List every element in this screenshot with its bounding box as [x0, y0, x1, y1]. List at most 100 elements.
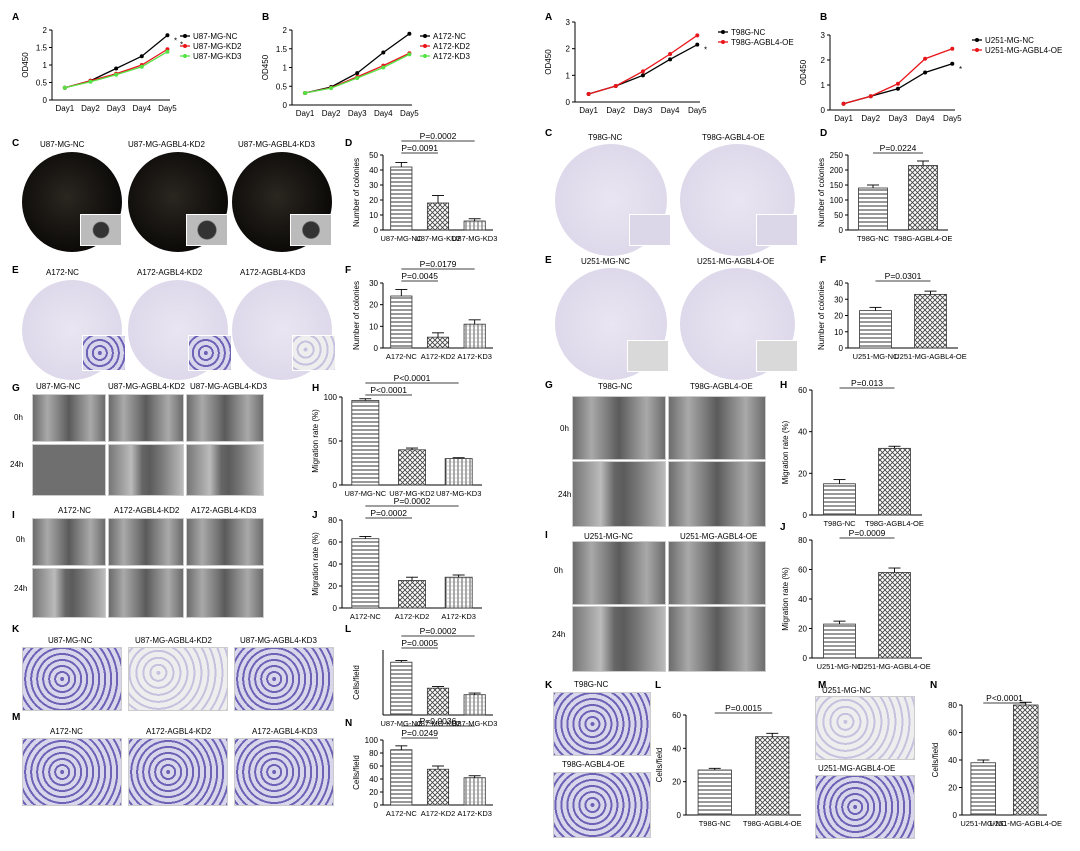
y-tick-label: 60: [798, 386, 807, 395]
x-tick-label: Day3: [348, 109, 367, 118]
x-tick-label: U87-MG-NC: [344, 489, 386, 498]
inset-photo: [627, 340, 669, 372]
scratch-photo: [32, 568, 106, 618]
p-value-label: P=0.0002: [420, 626, 457, 636]
y-tick-label: 60: [798, 566, 807, 575]
transwell-photo: [815, 696, 915, 760]
photo-label: A172-NC: [46, 268, 79, 277]
series-line: [843, 48, 953, 105]
y-tick-label: 2: [566, 45, 571, 54]
p-value-label: P=0.0002: [394, 496, 431, 506]
y-tick-label: 2: [821, 56, 826, 65]
x-tick-label: A172-KD2: [421, 809, 456, 818]
y-tick-label: 0: [803, 511, 808, 520]
bar: [463, 220, 486, 231]
y-tick-label: 20: [369, 788, 378, 797]
x-tick-label: T98G-AGBL4-OE: [894, 234, 953, 243]
data-point: [841, 101, 846, 106]
y-tick-label: 60: [328, 538, 337, 547]
photo-label: T98G-NC: [588, 133, 623, 142]
y-tick-label: 0: [333, 481, 338, 490]
x-tick-label: U251-MG-AGBL4-OE: [858, 662, 931, 671]
data-point: [407, 52, 412, 57]
p-value-label: P=0.0179: [420, 259, 457, 269]
bar: [970, 762, 996, 816]
significance-star: *: [174, 36, 177, 45]
y-tick-label: 20: [948, 784, 957, 793]
transwell-photo: [234, 647, 334, 711]
transwell-photo: [234, 738, 334, 806]
bar: [908, 165, 938, 231]
bar: [463, 694, 486, 716]
panel-letter-h2: H: [780, 380, 788, 391]
x-tick-label: Day1: [55, 104, 74, 113]
panel-letter-b: B: [262, 12, 270, 23]
photo-label: T98G-NC: [574, 680, 609, 689]
scratch-photo: [108, 394, 184, 442]
y-tick-label: 200: [830, 166, 844, 175]
y-tick-label: 0: [374, 226, 379, 235]
bar: [463, 777, 486, 806]
legend-label: A172-KD2: [433, 42, 470, 51]
y-tick-label: 80: [798, 536, 807, 545]
y-axis-label: Number of colonies: [352, 158, 361, 227]
inset-photo: [290, 214, 332, 246]
timepoint-label: 24h: [14, 584, 28, 593]
x-tick-label: Day5: [688, 106, 707, 115]
bar: [390, 295, 413, 349]
bar: [878, 447, 911, 516]
y-axis-label: OD450: [544, 49, 553, 75]
data-point: [640, 69, 645, 74]
x-tick-label: U87-MG-KD3: [436, 489, 481, 498]
scratch-photo: [186, 568, 264, 618]
photo-label: U251-MG-NC: [822, 686, 871, 695]
y-axis-label: Migration rate (%): [311, 409, 320, 473]
bar: [755, 736, 790, 816]
y-tick-label: 60: [369, 762, 378, 771]
panel-letter-a: A: [12, 12, 20, 23]
x-tick-label: A172-NC: [386, 809, 417, 818]
y-tick-label: 20: [798, 469, 807, 478]
y-axis-label: Migration rate (%): [781, 420, 790, 484]
photo-label: A172-AGBL4-KD3: [191, 506, 257, 515]
y-tick-label: 80: [948, 701, 957, 710]
panel-letter-f2: F: [820, 255, 827, 266]
y-tick-label: 80: [328, 516, 337, 525]
legend-label: U87-MG-NC: [193, 32, 238, 41]
y-axis-label: Number of colonies: [817, 158, 826, 227]
panel-letter-k2: K: [545, 680, 553, 691]
p-value-label: P=0.0224: [880, 143, 917, 153]
legend-marker: [423, 34, 427, 38]
y-tick-label: 1: [43, 61, 48, 70]
panel-letter-e: E: [12, 265, 19, 276]
inset-photo: [82, 335, 126, 371]
panel-letter-j2: J: [780, 522, 786, 533]
x-tick-label: A172-NC: [386, 352, 417, 361]
scratch-photo: [186, 518, 264, 566]
x-tick-label: T98G-NC: [699, 819, 732, 828]
significance-star: *: [704, 46, 707, 55]
x-tick-label: Day4: [374, 109, 393, 118]
data-point: [640, 73, 645, 78]
y-tick-label: 100: [324, 393, 338, 402]
data-point: [355, 76, 360, 80]
p-value-label: P=0.013: [851, 378, 883, 388]
y-tick-label: 30: [834, 295, 843, 304]
p-value-label: P=0.0036: [420, 716, 457, 726]
timepoint-label: 24h: [10, 460, 24, 469]
y-tick-label: 40: [798, 595, 807, 604]
data-point: [923, 56, 928, 61]
x-tick-label: U87-MG-KD2: [389, 489, 434, 498]
x-tick-label: Day4: [916, 114, 935, 123]
x-tick-label: Day3: [889, 114, 908, 123]
bar: [390, 166, 413, 231]
legend-label: U251-MG-NC: [985, 36, 1034, 45]
transwell-photo: [553, 772, 651, 838]
bar: [878, 572, 911, 659]
y-tick-label: 3: [566, 18, 571, 27]
y-tick-label: 40: [672, 744, 681, 753]
y-tick-label: 20: [672, 778, 681, 787]
scratch-photo: [668, 396, 766, 460]
y-tick-label: 100: [830, 196, 844, 205]
colony-dish-photo: [128, 280, 232, 380]
